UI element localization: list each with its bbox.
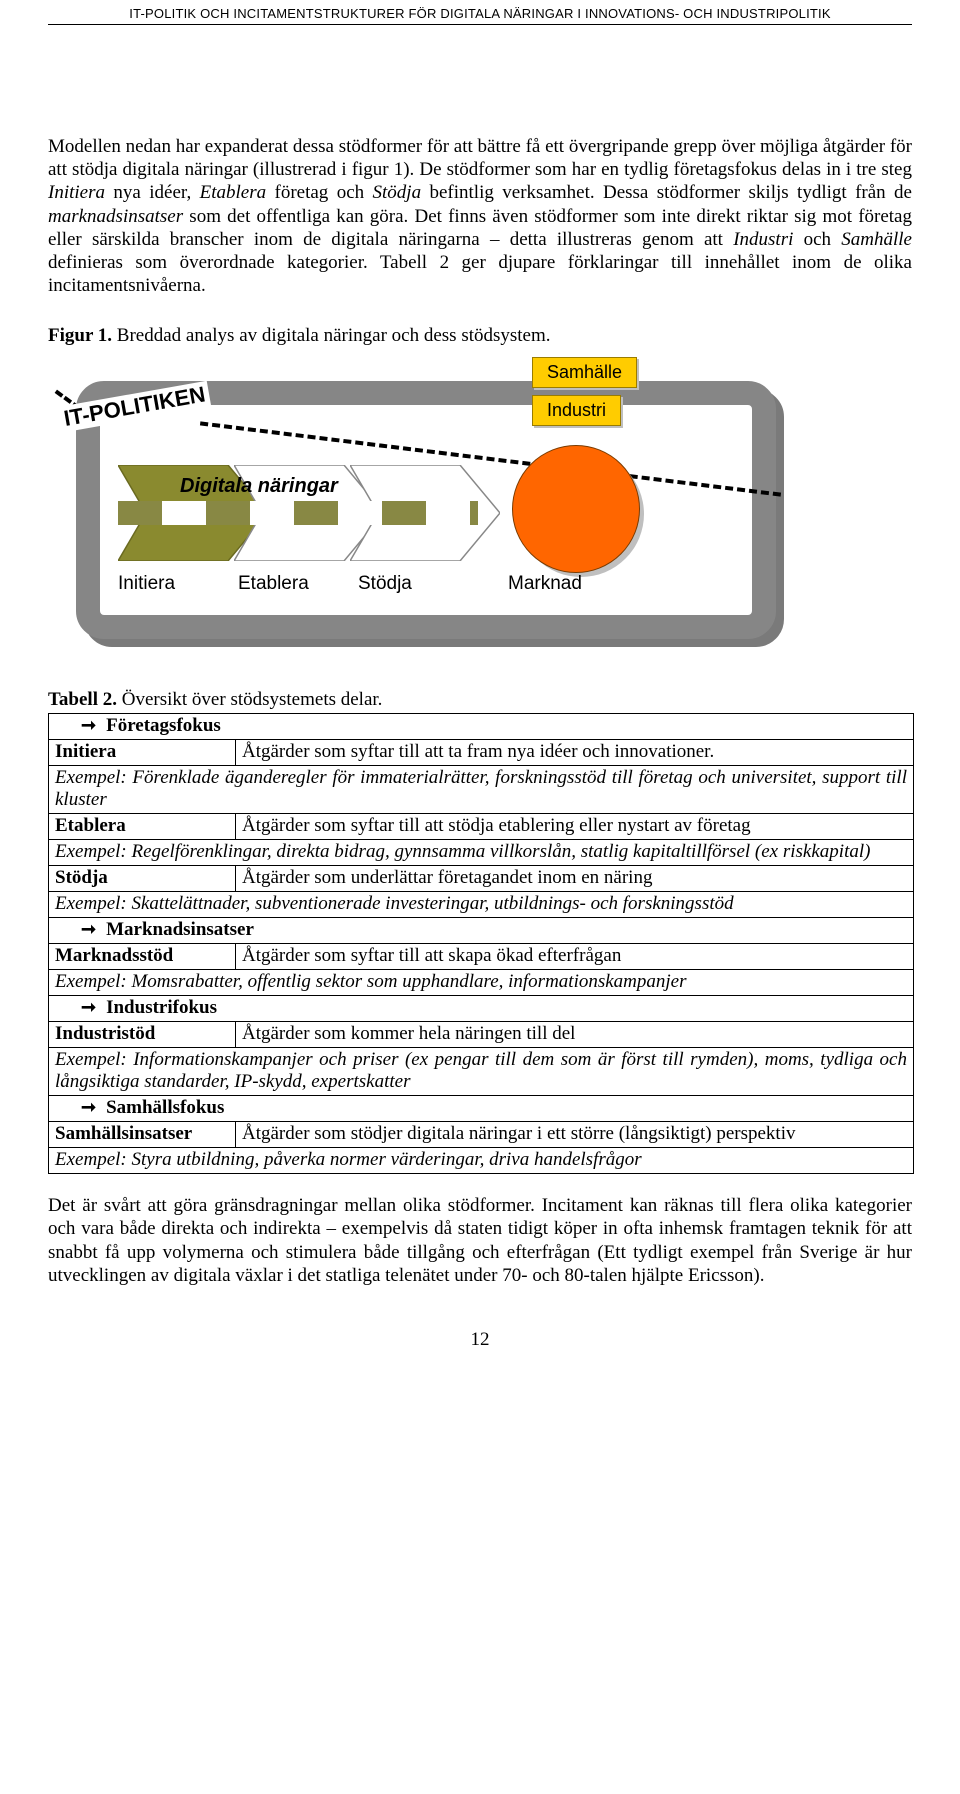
tag-samhalle: Samhälle — [532, 357, 637, 388]
market-circle — [512, 445, 640, 573]
table-caption-num: Tabell 2. — [48, 689, 117, 710]
row-industristod-key: Industristöd — [49, 1022, 236, 1048]
p1-i1: Initiera — [48, 182, 105, 203]
row-etablera-key: Etablera — [49, 814, 236, 840]
paragraph-1: Modellen nedan har expanderat dessa stöd… — [48, 135, 912, 297]
tag-industri: Industri — [532, 395, 621, 426]
p1-i3: Stödja — [373, 182, 422, 203]
ex-samhall: Exempel: Styra utbildning, påverka norme… — [49, 1148, 914, 1174]
figure-caption-text: Breddad analys av digitala näringar och … — [112, 325, 550, 346]
section-marknad: Marknadsinsatser — [49, 918, 914, 944]
section-foretag: Företagsfokus — [49, 714, 914, 740]
row-etablera-val: Åtgärder som syftar till att stödja etab… — [236, 814, 914, 840]
p1-m1: nya idéer, — [105, 182, 200, 203]
figure-caption-num: Figur 1. — [48, 325, 112, 346]
figure-1: Samhälle Industri IT-POLITIKEN Digitala … — [72, 355, 792, 665]
digitala-naringar-label: Digitala näringar — [180, 475, 338, 498]
p1-i4: marknadsinsatser — [48, 206, 183, 227]
row-stodja-val: Åtgärder som underlättar företagandet in… — [236, 866, 914, 892]
row-samhall-val: Åtgärder som stödjer digitala näringar i… — [236, 1122, 914, 1148]
ex-industri: Exempel: Informationskampanjer och prise… — [49, 1048, 914, 1096]
ex-marknad: Exempel: Momsrabatter, offentlig sektor … — [49, 970, 914, 996]
p1-m2: företag och — [266, 182, 372, 203]
row-stodja-key: Stödja — [49, 866, 236, 892]
p1-m5: och — [793, 229, 841, 250]
paragraph-2: Det är svårt att göra gränsdragningar me… — [48, 1194, 912, 1287]
stage-etablera: Etablera — [238, 573, 358, 595]
running-header: IT-POLITIK OCH INCITAMENTSTRUKTURER FÖR … — [48, 0, 912, 25]
p1-m3: befintlig verksamhet. Dessa stödformer s… — [421, 182, 912, 203]
table-caption: Tabell 2. Översikt över stödsystemets de… — [48, 689, 912, 711]
p1-a: Modellen nedan har expanderat dessa stöd… — [48, 136, 912, 180]
p1-i5: Industri — [733, 229, 793, 250]
stage-stodja: Stödja — [358, 573, 508, 595]
page-number: 12 — [48, 1329, 912, 1351]
row-marknadsstod-val: Åtgärder som syftar till att skapa ökad … — [236, 944, 914, 970]
section-samhall: Samhällsfokus — [49, 1096, 914, 1122]
row-industristod-val: Åtgärder som kommer hela näringen till d… — [236, 1022, 914, 1048]
ex-etablera: Exempel: Regelförenklingar, direkta bidr… — [49, 840, 914, 866]
p1-end: definieras som överordnade kategorier. T… — [48, 252, 912, 296]
section-industri: Industrifokus — [49, 996, 914, 1022]
table-caption-text: Översikt över stödsystemets delar. — [117, 689, 382, 710]
striped-band — [118, 501, 478, 525]
figure-caption: Figur 1. Breddad analys av digitala näri… — [48, 325, 912, 347]
p1-i6: Samhälle — [841, 229, 912, 250]
p1-i2: Etablera — [200, 182, 267, 203]
table-support: Företagsfokus InitieraÅtgärder som syfta… — [48, 713, 914, 1174]
stage-marknad: Marknad — [508, 573, 582, 595]
row-samhall-key: Samhällsinsatser — [49, 1122, 236, 1148]
row-initiera-val: Åtgärder som syftar till att ta fram nya… — [236, 740, 914, 766]
row-marknadsstod-key: Marknadsstöd — [49, 944, 236, 970]
row-initiera-key: Initiera — [49, 740, 236, 766]
ex-initiera: Exempel: Förenklade äganderegler för imm… — [49, 766, 914, 814]
stage-initiera: Initiera — [118, 573, 238, 595]
ex-stodja: Exempel: Skattelättnader, subventionerad… — [49, 892, 914, 918]
stage-labels: Initiera Etablera Stödja Marknad — [118, 573, 718, 595]
